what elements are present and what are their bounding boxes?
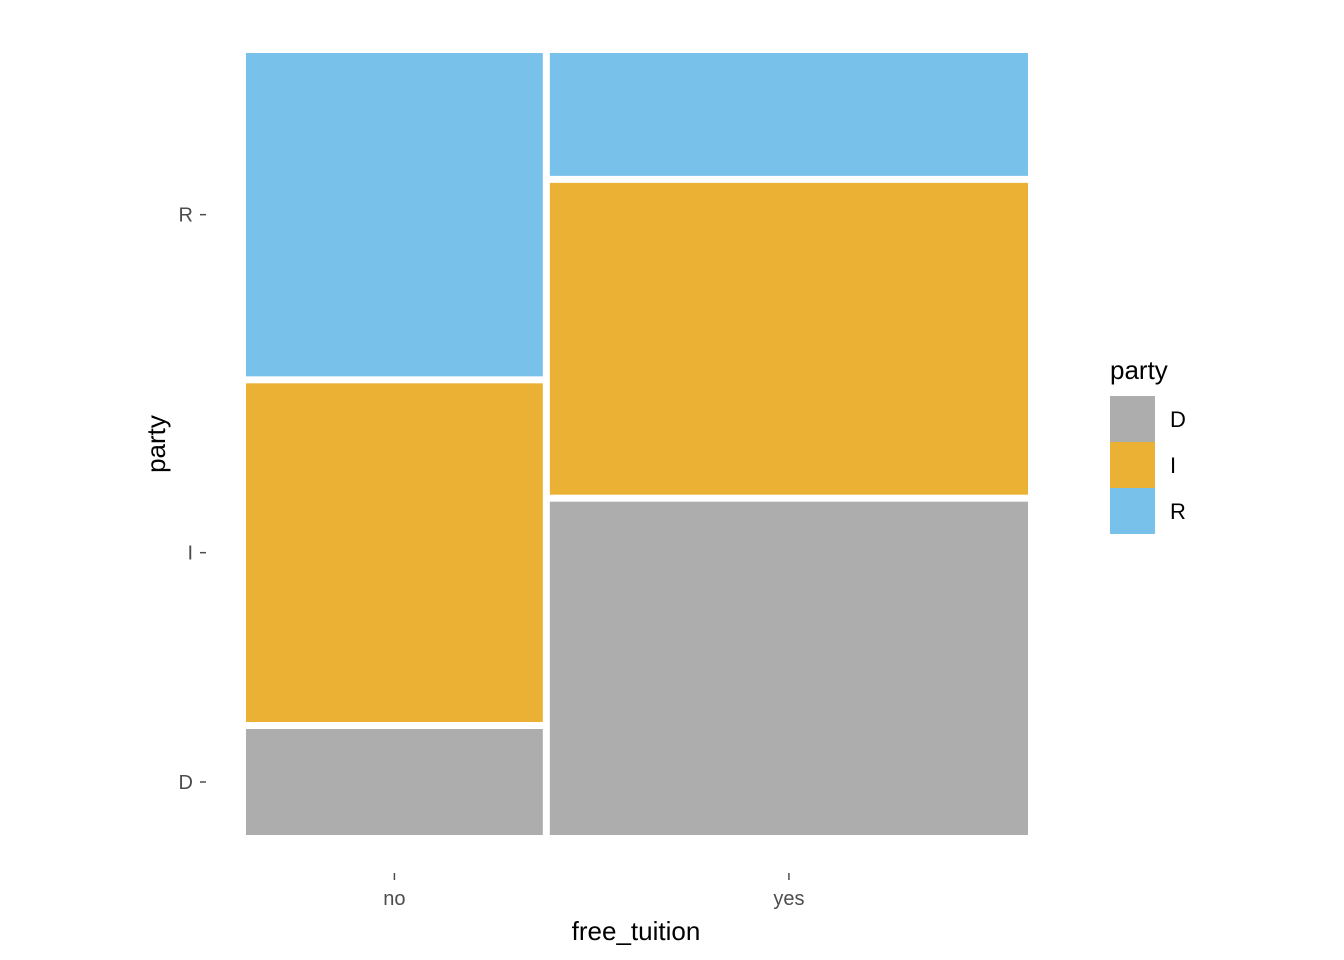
legend-key-R (1110, 488, 1155, 534)
mosaic-cell-no-R (246, 53, 543, 377)
y-tick-label: R (179, 205, 193, 227)
legend-title: party (1110, 355, 1168, 385)
mosaic-cell-yes-D (549, 501, 1028, 835)
mosaic-cell-no-D (246, 729, 543, 835)
mosaic-cells (246, 53, 1028, 835)
y-axis-title: party (141, 415, 171, 473)
y-axis: D I R (179, 205, 206, 794)
legend: party DIR (1110, 355, 1186, 534)
legend-label: I (1170, 453, 1176, 478)
legend-key-I (1110, 442, 1155, 488)
legend-label: R (1170, 499, 1186, 524)
mosaic-cell-yes-I (549, 182, 1028, 495)
y-tick-label: D (179, 772, 193, 794)
x-axis: no yes (383, 873, 804, 910)
x-tick-label: no (383, 888, 405, 910)
legend-label: D (1170, 407, 1186, 432)
x-axis-title: free_tuition (572, 916, 701, 946)
legend-key-D (1110, 396, 1155, 442)
mosaic-cell-yes-R (549, 53, 1028, 176)
x-tick-label: yes (773, 888, 804, 910)
mosaic-cell-no-I (246, 383, 543, 723)
y-tick-label: I (187, 543, 193, 565)
